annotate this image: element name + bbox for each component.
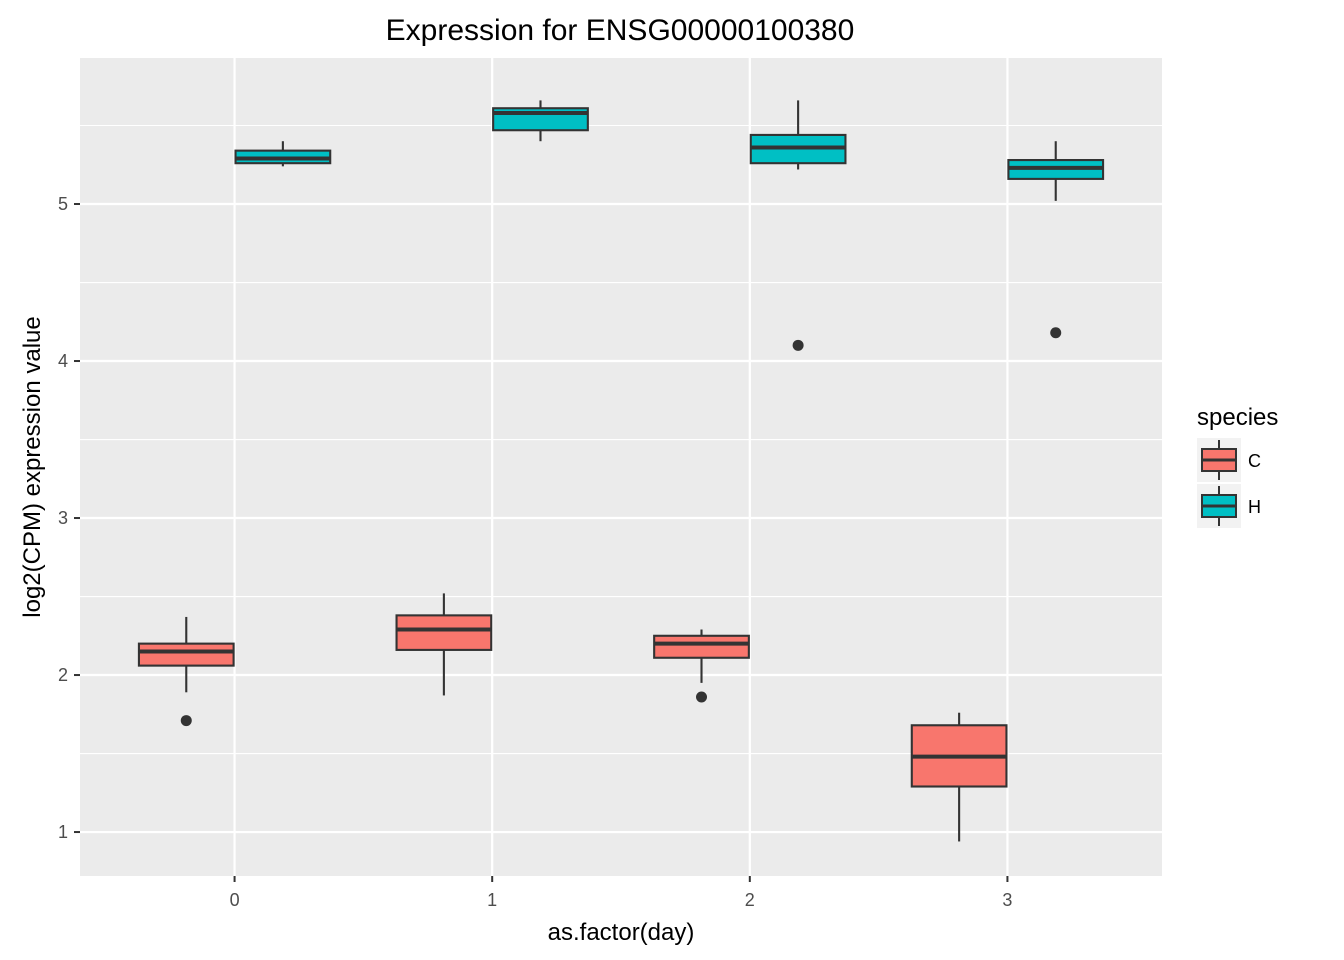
box-C-day-1	[395, 593, 493, 696]
y-tick-label: 2	[58, 665, 68, 685]
legend: species CH	[1197, 404, 1278, 528]
x-axis: 0 1 2 3	[230, 876, 1012, 910]
y-axis-title: log2(CPM) expression value	[19, 316, 46, 617]
box-C-day-2	[653, 629, 750, 703]
x-axis-title: as.factor(day)	[548, 919, 695, 946]
box-iqr	[653, 634, 750, 659]
chart-title: Expression for ENSG00000100380	[386, 14, 855, 47]
box-iqr	[395, 614, 493, 651]
grid-major	[80, 58, 1162, 876]
box-C-day-0	[137, 616, 235, 727]
legend-key-H: H	[1197, 484, 1261, 528]
legend-key-C: C	[1197, 438, 1261, 482]
y-tick-label: 1	[58, 822, 68, 842]
box-H-day-1	[492, 100, 589, 142]
x-tick-label: 3	[1002, 890, 1012, 910]
outlier-point	[1050, 327, 1062, 339]
x-tick-label: 0	[230, 890, 240, 910]
outlier-point	[180, 715, 192, 727]
boxes-layer	[137, 100, 1105, 842]
y-axis: 1 2 3 4 5	[58, 194, 80, 842]
box-H-day-3	[1007, 141, 1105, 339]
box-H-day-2	[749, 100, 847, 351]
legend-keys: CH	[1197, 438, 1261, 528]
y-tick-label: 5	[58, 194, 68, 214]
legend-label: H	[1248, 497, 1261, 517]
legend-title: species	[1197, 404, 1278, 431]
x-tick-label: 2	[745, 890, 755, 910]
legend-label: C	[1248, 451, 1261, 471]
x-tick-label: 1	[487, 890, 497, 910]
y-tick-label: 4	[58, 351, 68, 371]
box-H-day-0	[234, 141, 332, 167]
outlier-point	[792, 339, 804, 351]
outlier-point	[696, 691, 708, 703]
box-iqr	[137, 642, 235, 667]
box-C-day-3	[910, 712, 1008, 842]
y-tick-label: 3	[58, 508, 68, 528]
